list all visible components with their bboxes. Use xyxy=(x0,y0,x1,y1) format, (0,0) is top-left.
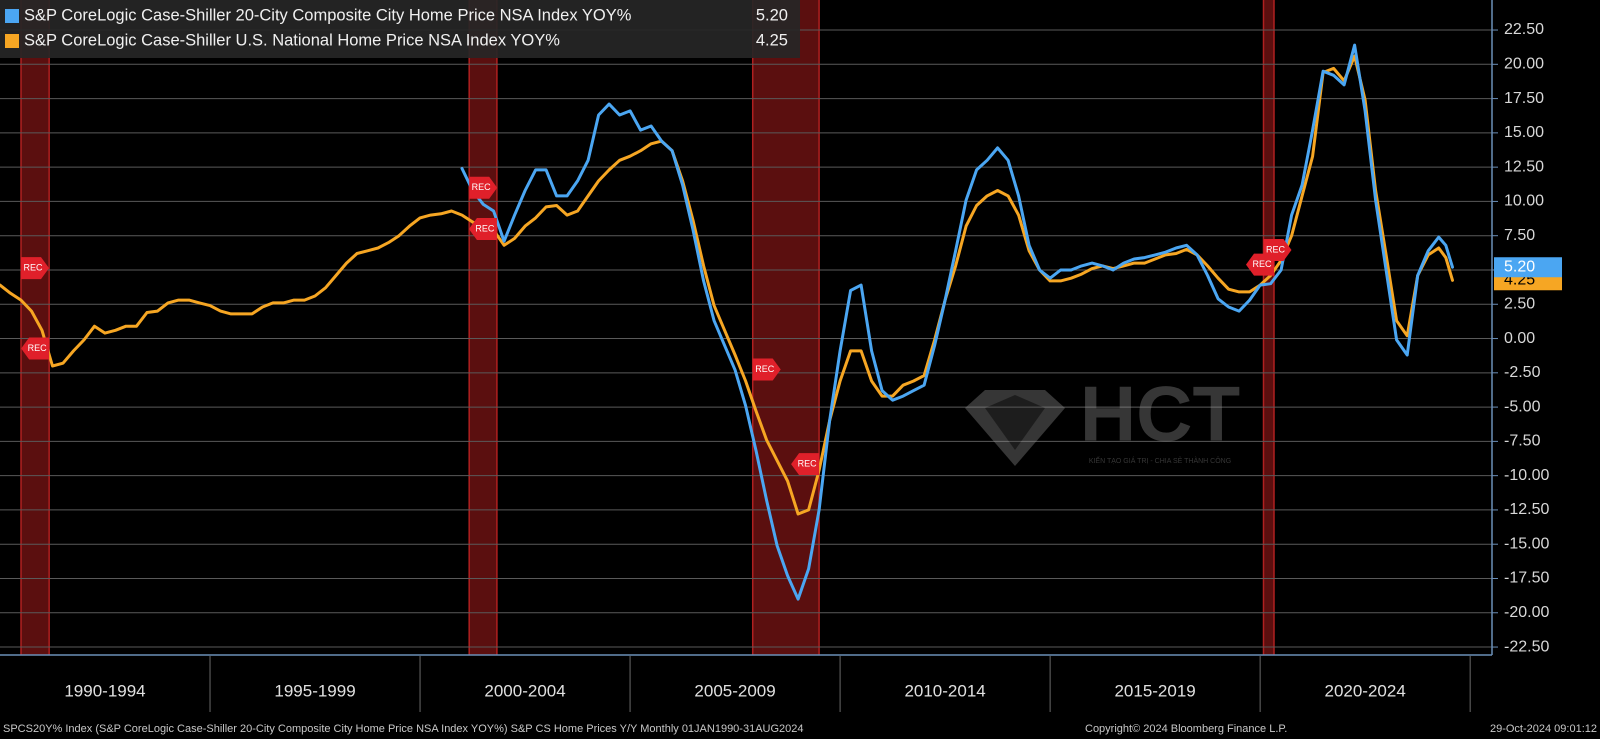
y-tick-label: 0.00 xyxy=(1504,330,1535,347)
x-tick-label: 2020-2024 xyxy=(1324,681,1405,700)
watermark-logo xyxy=(965,390,1065,466)
watermark-tagline: KIẾN TẠO GIÁ TRỊ - CHIA SẺ THÀNH CÔNG xyxy=(1089,455,1231,465)
y-tick-label: -10.00 xyxy=(1504,467,1549,484)
recession-flag-label: REC xyxy=(23,263,43,273)
y-tick-label: 12.50 xyxy=(1504,158,1544,175)
y-tick-label: 7.50 xyxy=(1504,227,1535,244)
recession-flag-label: REC xyxy=(1252,259,1272,269)
y-tick-label: -12.50 xyxy=(1504,501,1549,518)
y-tick-label: -2.50 xyxy=(1504,364,1541,381)
y-tick-label: -20.00 xyxy=(1504,604,1549,621)
legend-value: 4.25 xyxy=(756,31,788,49)
y-tick-label: -7.50 xyxy=(1504,433,1541,450)
recession-flag-label: REC xyxy=(472,182,492,192)
x-tick-label: 2015-2019 xyxy=(1114,681,1195,700)
recession-flag xyxy=(752,358,781,381)
footer-copyright: Copyright© 2024 Bloomberg Finance L.P. xyxy=(1085,723,1287,735)
recession-flag-label: REC xyxy=(755,364,775,374)
recession-flag xyxy=(791,453,820,476)
recession-band xyxy=(21,0,50,655)
overlay-layer: 22.5020.0017.5015.0012.5010.007.505.002.… xyxy=(0,0,1562,712)
series-line xyxy=(460,43,1454,601)
series-line xyxy=(0,54,1454,516)
y-tick-label: -15.00 xyxy=(1504,535,1549,552)
legend-label: S&P CoreLogic Case-Shiller 20-City Compo… xyxy=(24,6,632,24)
recession-flag xyxy=(469,176,498,199)
footer-source: SPCS20Y% Index (S&P CoreLogic Case-Shill… xyxy=(3,723,804,735)
x-tick-label: 1990-1994 xyxy=(64,681,145,700)
recession-flag-label: REC xyxy=(798,459,818,469)
recession-flag xyxy=(468,218,497,241)
x-tick-label: 2010-2014 xyxy=(904,681,985,700)
recession-flag xyxy=(21,257,50,280)
x-tick-label: 2005-2009 xyxy=(694,681,775,700)
legend-value: 5.20 xyxy=(756,6,788,24)
watermark: HCT KIẾN TẠO GIÁ TRỊ - CHIA SẺ THÀNH CÔN… xyxy=(965,370,1240,466)
y-tick-label: 2.50 xyxy=(1504,295,1535,312)
y-tick-label: -22.50 xyxy=(1504,638,1549,655)
recession-band xyxy=(1263,0,1274,655)
y-tick-label: 10.00 xyxy=(1504,193,1544,210)
y-tick-label: 20.00 xyxy=(1504,56,1544,73)
y-tick-label: 15.00 xyxy=(1504,124,1544,141)
x-tick-label: 1995-1999 xyxy=(274,681,355,700)
recession-flag xyxy=(21,337,50,360)
recession-flag-label: REC xyxy=(475,223,495,233)
recession-band xyxy=(752,0,820,655)
watermark-logo-facet xyxy=(985,395,1045,450)
legend-swatch xyxy=(5,9,19,23)
recession-band xyxy=(469,0,497,655)
y-tick-label: 17.50 xyxy=(1504,90,1544,107)
recession-flag-label: REC xyxy=(28,343,48,353)
watermark-text: HCT xyxy=(1080,370,1240,458)
legend-swatch xyxy=(5,34,19,48)
y-tick-label: -5.00 xyxy=(1504,398,1541,415)
y-tick-label: 22.50 xyxy=(1504,21,1544,38)
plot-layer xyxy=(0,0,1492,655)
footer-timestamp: 29-Oct-2024 09:01:12 xyxy=(1490,723,1597,735)
recession-flag xyxy=(1245,253,1274,276)
last-value-label: 5.20 xyxy=(1504,258,1535,275)
legend-label: S&P CoreLogic Case-Shiller U.S. National… xyxy=(24,31,560,49)
x-tick-label: 2000-2004 xyxy=(484,681,565,700)
y-tick-label: -17.50 xyxy=(1504,570,1549,587)
legend-box xyxy=(0,0,800,58)
recession-flag-label: REC xyxy=(1266,244,1286,254)
last-value-box xyxy=(1494,257,1562,278)
